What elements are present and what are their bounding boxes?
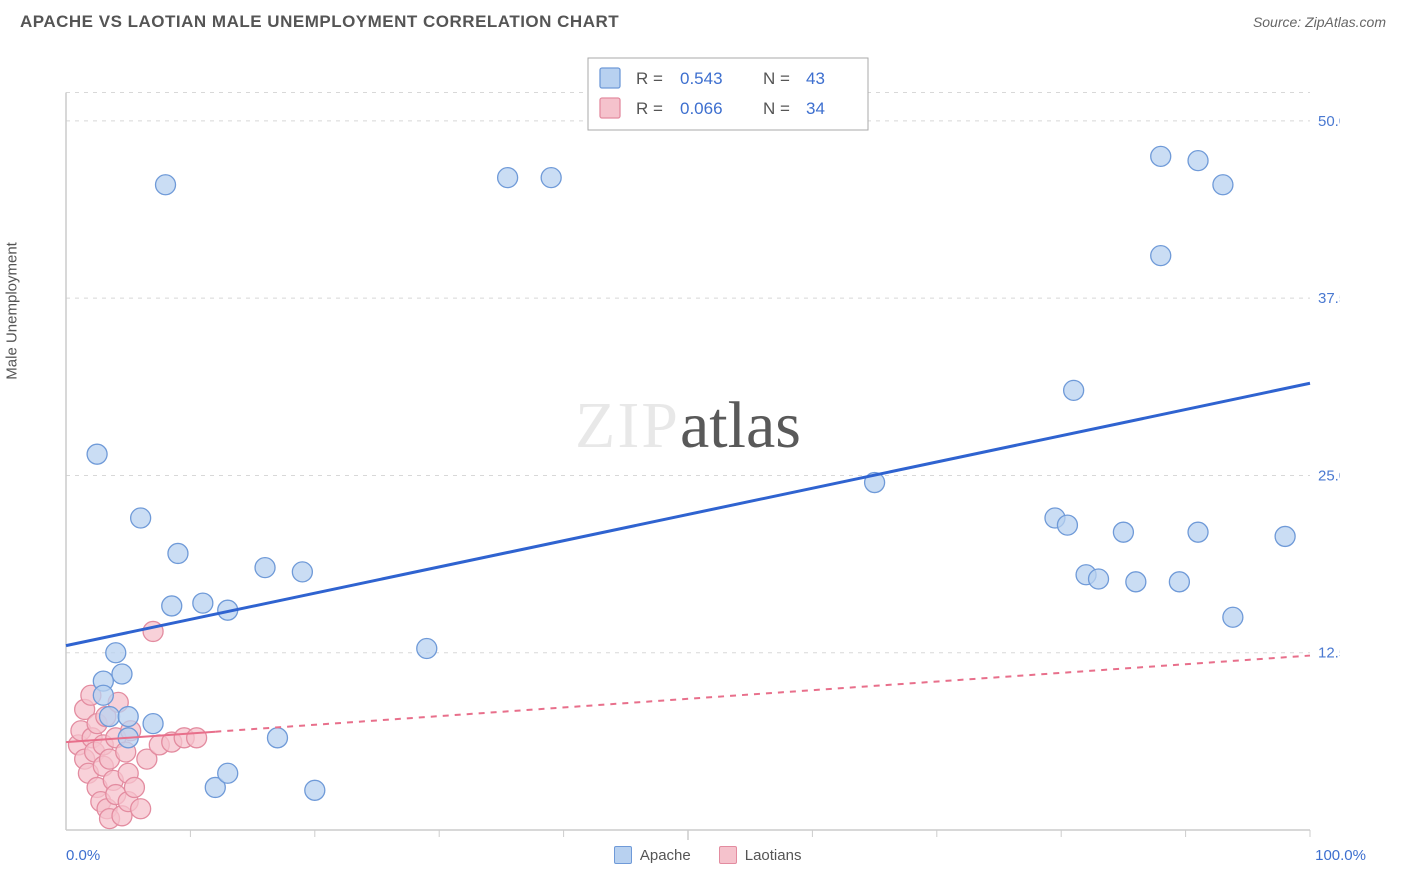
legend-label-apache: Apache — [640, 847, 691, 864]
svg-text:N =: N = — [763, 99, 790, 118]
svg-text:N =: N = — [763, 69, 790, 88]
chart-container: Male Unemployment 12.5%25.0%37.5%50.0%ZI… — [20, 40, 1386, 840]
svg-text:R =: R = — [636, 99, 663, 118]
x-axis-max-label: 100.0% — [1315, 847, 1366, 864]
svg-text:43: 43 — [806, 69, 825, 88]
svg-text:R =: R = — [636, 69, 663, 88]
x-axis-min-label: 0.0% — [66, 847, 100, 864]
svg-text:0.066: 0.066 — [680, 99, 723, 118]
svg-text:50.0%: 50.0% — [1318, 113, 1340, 130]
y-axis-label: Male Unemployment — [4, 242, 21, 380]
svg-text:ZIPatlas: ZIPatlas — [575, 389, 801, 462]
source-attribution: Source: ZipAtlas.com — [1253, 14, 1386, 30]
chart-title: APACHE VS LAOTIAN MALE UNEMPLOYMENT CORR… — [20, 12, 619, 32]
legend-item-laotians: Laotians — [719, 846, 802, 864]
series-legend: Apache Laotians — [614, 846, 802, 864]
svg-text:34: 34 — [806, 99, 825, 118]
correlation-scatter-chart: 12.5% 25.0% 37.5% 50.0% ZIPatlas R = 0.543 N = 4… — [20, 40, 1340, 840]
svg-text:12.5%: 12.5% — [1318, 645, 1340, 662]
legend-swatch-apache — [614, 846, 632, 864]
svg-text:37.5%: 37.5% — [1318, 290, 1340, 307]
legend-item-apache: Apache — [614, 846, 691, 864]
legend-swatch-laotians — [719, 846, 737, 864]
legend-label-laotians: Laotians — [745, 847, 802, 864]
svg-text:0.543: 0.543 — [680, 69, 723, 88]
header: APACHE VS LAOTIAN MALE UNEMPLOYMENT CORR… — [20, 12, 1386, 32]
svg-text:25.0%: 25.0% — [1318, 467, 1340, 484]
x-axis-row: 0.0% Apache Laotians 100.0% — [20, 846, 1386, 864]
